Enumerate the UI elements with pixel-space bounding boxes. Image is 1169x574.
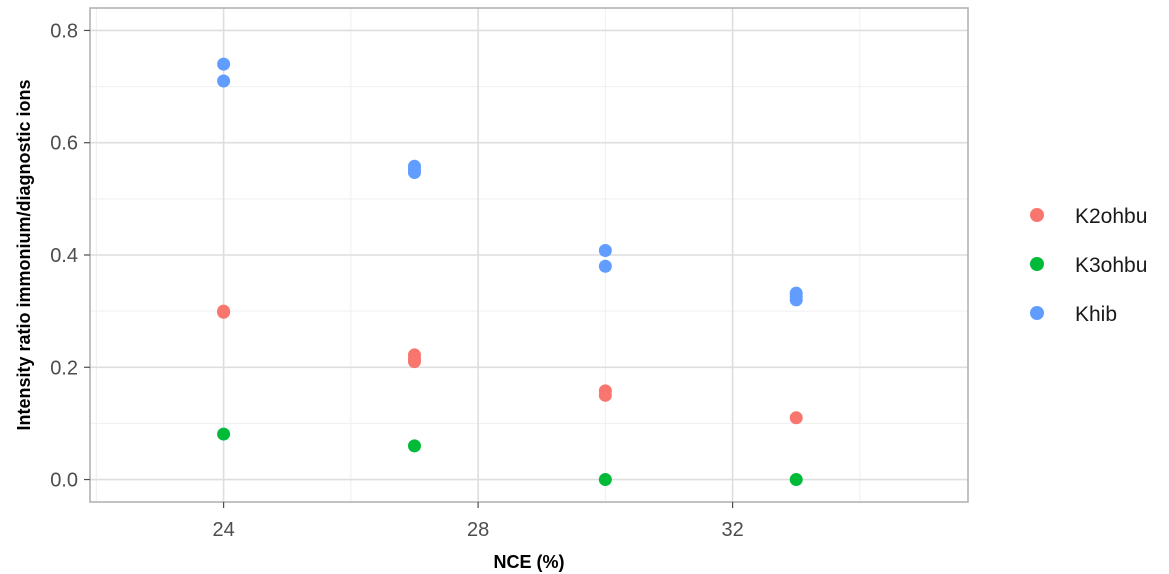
data-point-khib <box>789 293 803 307</box>
legend: K2ohbu K3ohbu Khib <box>1030 205 1147 326</box>
axis-ticks: 24 28 32 0.0 0.2 0.4 0.6 0.8 <box>50 20 744 541</box>
x-tick-label: 28 <box>467 519 489 541</box>
legend-key-khib <box>1030 306 1044 320</box>
legend-item-k2ohbu: K2ohbu <box>1030 205 1147 228</box>
legend-key-k3ohbu <box>1030 257 1044 271</box>
legend-label: K2ohbu <box>1075 205 1147 228</box>
grid <box>90 8 968 502</box>
data-point-khib <box>407 165 421 179</box>
data-point-k3ohbu <box>789 473 803 487</box>
data-point-khib <box>598 244 612 258</box>
data-points <box>217 57 803 487</box>
data-point-k2ohbu <box>407 355 421 369</box>
y-tick-label: 0.4 <box>50 245 78 267</box>
x-tick-label: 24 <box>212 519 234 541</box>
data-point-k3ohbu <box>598 473 612 487</box>
y-tick-label: 0.6 <box>50 133 78 155</box>
data-point-khib <box>217 57 231 71</box>
y-tick-label: 0.2 <box>50 357 78 379</box>
x-axis-title: NCE (%) <box>494 552 565 572</box>
data-point-k3ohbu <box>217 427 231 441</box>
data-point-k2ohbu <box>217 305 231 319</box>
legend-key-k2ohbu <box>1030 208 1044 222</box>
legend-label: K3ohbu <box>1075 254 1147 277</box>
y-tick-label: 0.0 <box>50 470 78 492</box>
data-point-k2ohbu <box>789 411 803 425</box>
y-axis-title: Intensity ratio immonium/diagnostic ions <box>14 79 34 430</box>
data-point-k3ohbu <box>407 439 421 453</box>
x-tick-label: 32 <box>721 519 743 541</box>
legend-item-khib: Khib <box>1030 303 1117 326</box>
data-point-khib <box>217 74 231 88</box>
legend-item-k3ohbu: K3ohbu <box>1030 254 1147 277</box>
y-tick-label: 0.8 <box>50 20 78 42</box>
legend-label: Khib <box>1075 303 1117 326</box>
data-point-k2ohbu <box>598 388 612 402</box>
data-point-khib <box>598 259 612 273</box>
